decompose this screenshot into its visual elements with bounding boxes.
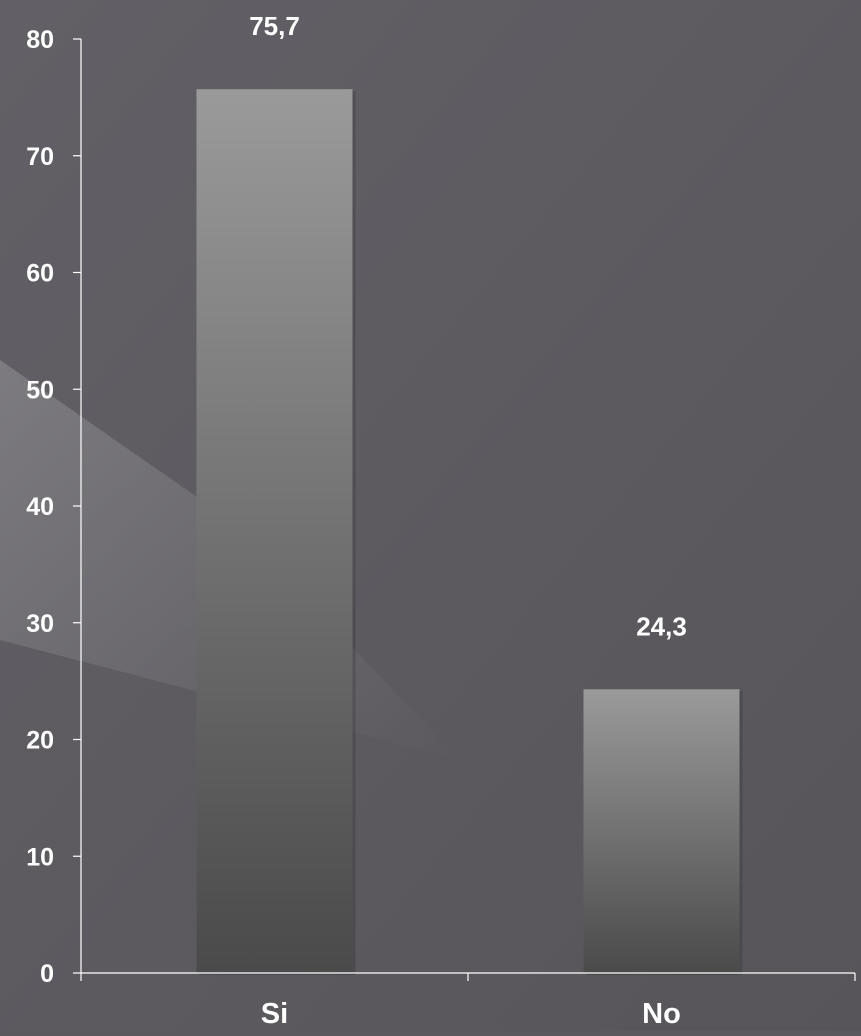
y-tick-label: 40 <box>26 493 54 521</box>
y-tick-label: 70 <box>26 143 54 171</box>
y-tick-label: 0 <box>40 960 54 988</box>
y-tick-label: 60 <box>26 260 54 288</box>
data-label: 24,3 <box>636 611 687 641</box>
y-tick-label: 20 <box>26 727 54 755</box>
x-tick-label: Si <box>261 998 288 1030</box>
y-tick-label: 50 <box>26 376 54 404</box>
data-label: 75,7 <box>249 11 300 41</box>
y-tick-label: 80 <box>26 26 54 54</box>
bar-no <box>583 689 740 973</box>
bar-si <box>196 89 353 973</box>
y-tick-label: 30 <box>26 610 54 638</box>
y-tick-label: 10 <box>26 843 54 871</box>
x-tick-label: No <box>642 998 681 1030</box>
